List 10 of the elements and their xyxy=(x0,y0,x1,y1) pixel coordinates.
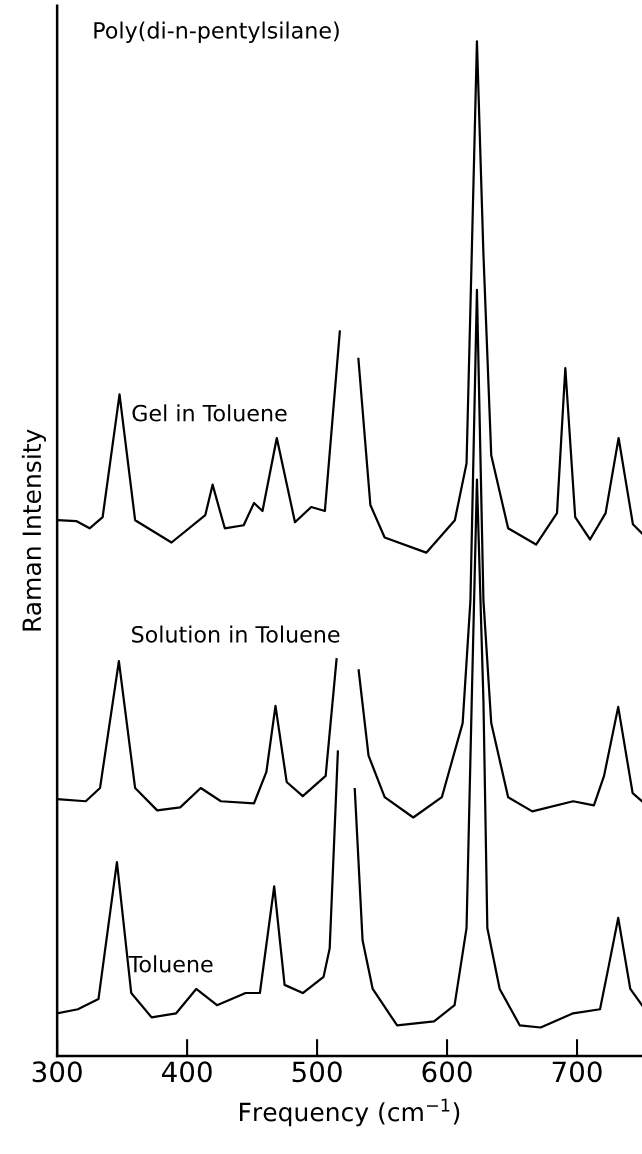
series-label: Gel in Toluene xyxy=(132,404,287,422)
series-label: Solution in Toluene xyxy=(132,625,340,643)
x-tick-label: 400 xyxy=(161,1061,212,1083)
chart-title: Poly(di-n-pentylsilane) xyxy=(94,21,339,44)
y-axis-title: Raman Intensity xyxy=(21,429,47,631)
x-tick-label: 700 xyxy=(552,1061,602,1083)
x-tick-label: 300 xyxy=(32,1061,82,1083)
x-tick-label: 500 xyxy=(292,1061,342,1083)
x-axis-title: Frequency (cm$^{−1}$) xyxy=(240,1098,460,1127)
x-tick-label: 600 xyxy=(422,1061,472,1083)
